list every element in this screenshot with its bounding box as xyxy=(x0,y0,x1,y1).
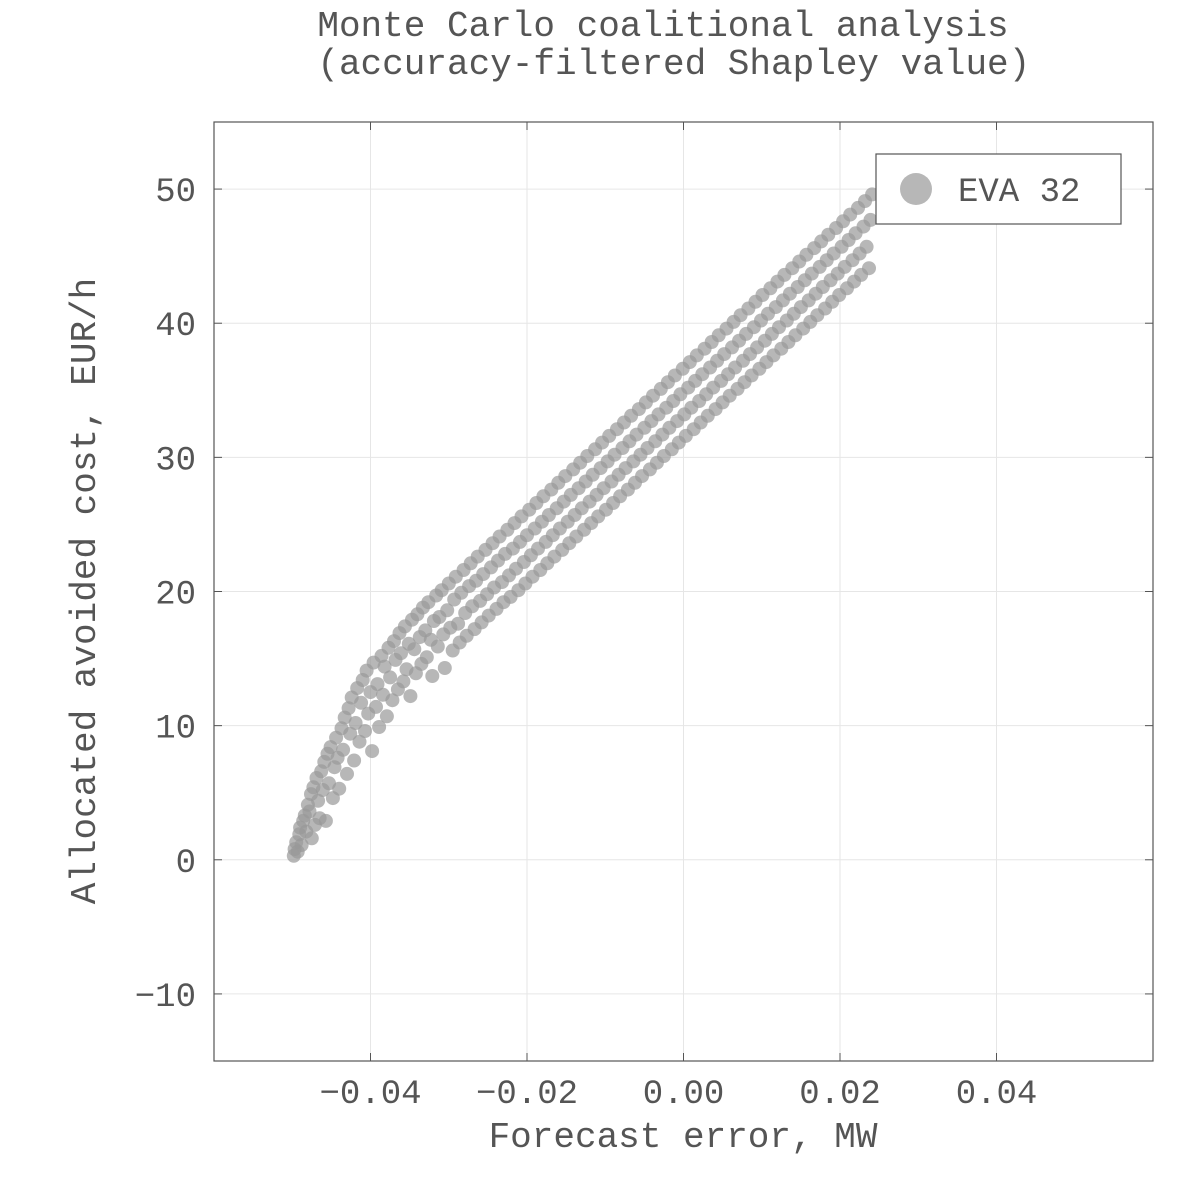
data-point xyxy=(318,813,333,828)
data-point xyxy=(407,642,422,657)
data-point xyxy=(440,603,455,618)
y-tick-label-5: 40 xyxy=(155,308,196,346)
data-point xyxy=(358,724,372,738)
x-tick-label-3: 0.02 xyxy=(799,1076,881,1114)
data-point xyxy=(419,650,434,665)
data-point xyxy=(354,695,369,710)
x-axis-label: Forecast error, MW xyxy=(489,1117,878,1158)
y-tick-label-0: −10 xyxy=(135,979,196,1017)
legend-marker xyxy=(900,173,932,205)
y-tick-label-2: 10 xyxy=(155,711,196,749)
data-point xyxy=(370,677,385,692)
data-point xyxy=(403,689,418,704)
y-tick-label-4: 30 xyxy=(155,442,196,480)
grid xyxy=(214,122,1153,1061)
chart-title-line-1: Monte Carlo coalitional analysis xyxy=(317,6,1008,47)
data-point xyxy=(341,701,356,716)
data-point xyxy=(304,831,319,846)
data-point xyxy=(332,781,347,796)
axis-ticks xyxy=(214,122,1153,1061)
legend-label-eva-32: EVA 32 xyxy=(958,174,1080,212)
data-point xyxy=(437,661,452,675)
data-point xyxy=(383,670,398,685)
data-point xyxy=(302,804,317,819)
data-point xyxy=(347,753,362,768)
x-tick-label-2: 0.00 xyxy=(643,1076,725,1114)
x-tick-label-1: −0.02 xyxy=(476,1076,578,1114)
data-point xyxy=(859,239,874,254)
data-point xyxy=(369,699,383,714)
y-axis-label: Allocated avoided cost, EUR/h xyxy=(65,278,106,905)
data-point xyxy=(294,838,309,852)
data-point xyxy=(365,744,380,759)
data-point xyxy=(385,693,400,708)
data-point xyxy=(377,659,392,674)
data-point xyxy=(372,720,387,734)
data-point xyxy=(862,261,876,276)
data-points xyxy=(286,187,880,863)
data-point xyxy=(451,616,466,631)
data-point xyxy=(352,734,367,749)
y-tick-label-6: 50 xyxy=(155,174,196,212)
data-point xyxy=(336,742,351,757)
axis-tick-labels: −0.04 −0.02 0.00 0.02 0.04 −10 0 10 20 30 40 50 xyxy=(135,174,1038,1114)
data-point xyxy=(396,674,411,689)
legend: EVA 32 xyxy=(875,153,1122,225)
x-tick-label-0: −0.04 xyxy=(319,1076,421,1114)
x-tick-label-4: 0.04 xyxy=(956,1076,1038,1114)
data-point xyxy=(430,639,445,654)
data-point xyxy=(379,709,394,724)
data-point xyxy=(340,766,354,781)
y-tick-label-3: 20 xyxy=(155,577,196,615)
data-point xyxy=(425,669,440,683)
chart-title-line-2: (accuracy-filtered Shapley value) xyxy=(296,44,1031,85)
data-point xyxy=(311,793,326,808)
data-point xyxy=(348,716,363,730)
y-tick-label-1: 0 xyxy=(176,845,196,883)
data-point xyxy=(394,646,408,661)
data-point xyxy=(863,212,878,227)
data-point xyxy=(343,726,358,741)
